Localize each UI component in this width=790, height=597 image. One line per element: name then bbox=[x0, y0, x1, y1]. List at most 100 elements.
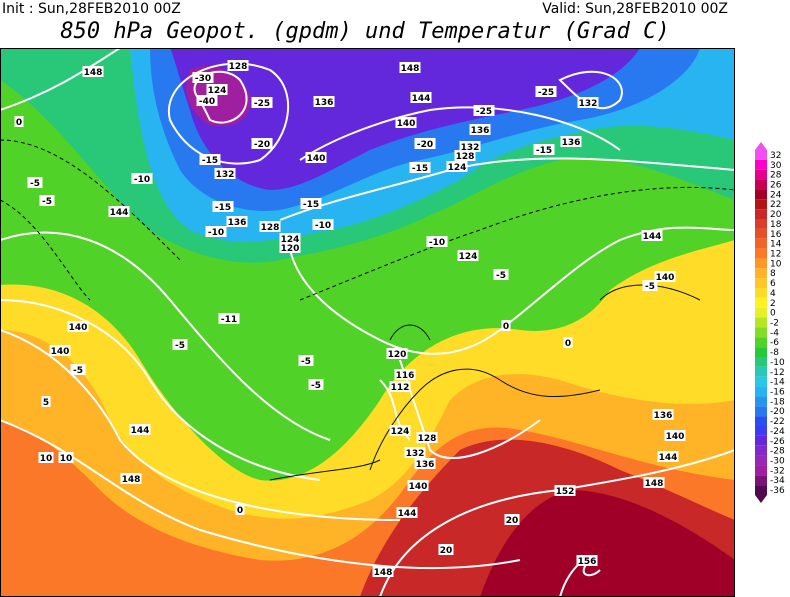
contour-label-box bbox=[554, 485, 576, 496]
contour-label-box bbox=[410, 92, 432, 103]
contour-label-box bbox=[389, 425, 411, 436]
contour-label-box bbox=[395, 117, 417, 128]
contour-label-box bbox=[199, 154, 221, 165]
contour-label-box bbox=[414, 458, 436, 469]
contour-label: -10 bbox=[315, 221, 331, 231]
colorbar-swatch bbox=[755, 337, 767, 348]
colorbar-swatch bbox=[755, 317, 767, 328]
contour-label-box bbox=[641, 230, 663, 241]
contour-label: -15 bbox=[412, 164, 428, 174]
contour-label-box bbox=[404, 447, 426, 458]
colorbar-label: -10 bbox=[770, 358, 785, 368]
contour-label: -15 bbox=[202, 156, 218, 166]
contour-label-box bbox=[577, 97, 599, 108]
contour-label-box bbox=[533, 144, 555, 155]
contour-label: 144 bbox=[131, 426, 150, 436]
colorbar-label: -6 bbox=[770, 338, 779, 348]
colorbar-swatch bbox=[755, 278, 767, 288]
contour-label: 132 bbox=[461, 143, 480, 153]
contour-label: 0 bbox=[16, 118, 22, 128]
colorbar-swatch bbox=[755, 445, 767, 456]
contour-label: -5 bbox=[175, 341, 185, 351]
colorbar-label: -30 bbox=[770, 457, 785, 467]
contour-label-box bbox=[172, 339, 188, 350]
contour-label-box bbox=[279, 233, 301, 244]
contour-label: 136 bbox=[562, 138, 581, 148]
contour-label: -30 bbox=[195, 74, 211, 84]
contour-label-box bbox=[454, 150, 476, 161]
colorbar-swatch bbox=[755, 199, 767, 210]
colorbar-swatch bbox=[755, 475, 767, 486]
contour-label: -5 bbox=[645, 282, 655, 292]
contour-label: 140 bbox=[69, 323, 88, 333]
contour-label-box bbox=[386, 348, 408, 359]
contour-label-box bbox=[27, 177, 43, 188]
colorbar-label: -4 bbox=[770, 328, 779, 338]
contour-label-box bbox=[652, 409, 674, 420]
contour-label-box bbox=[305, 152, 327, 163]
contour-label: 0 bbox=[503, 322, 509, 332]
colorbar: 32302826242220181614121086420-2-4-6-8-10… bbox=[755, 142, 785, 503]
colorbar-label: 26 bbox=[770, 181, 782, 191]
colorbar-swatch bbox=[755, 366, 767, 377]
colorbar-swatch bbox=[755, 248, 767, 259]
contour-label: 120 bbox=[281, 244, 300, 254]
contour-label: 124 bbox=[391, 427, 410, 437]
contour-label: -15 bbox=[536, 146, 552, 156]
contour-label-box bbox=[218, 313, 240, 324]
contour-label: -5 bbox=[42, 197, 52, 207]
contour-label-box bbox=[251, 138, 273, 149]
colorbar-label: -14 bbox=[770, 378, 785, 388]
contour-label-box bbox=[457, 250, 479, 261]
contour-label: 124 bbox=[281, 235, 300, 245]
contour-label: 132 bbox=[579, 99, 598, 109]
colorbar-label: -20 bbox=[770, 407, 785, 417]
colorbar-swatch bbox=[755, 386, 767, 397]
contour-label: 148 bbox=[401, 64, 420, 74]
contour-label: 132 bbox=[406, 449, 425, 459]
contour-label-box bbox=[131, 173, 153, 184]
colorbar-swatch bbox=[755, 268, 767, 279]
contour-label: -15 bbox=[215, 203, 231, 213]
contour-label: 140 bbox=[409, 482, 428, 492]
contour-label: 124 bbox=[208, 86, 227, 96]
contour-label: 144 bbox=[398, 509, 417, 519]
contour-label: -10 bbox=[429, 238, 445, 248]
colorbar-label: -2 bbox=[770, 319, 779, 329]
contour-label-box bbox=[416, 432, 438, 443]
contour-label: 144 bbox=[110, 208, 129, 218]
contour-label-box bbox=[409, 162, 431, 173]
colorbar-label: -24 bbox=[770, 427, 785, 437]
contour-label: 152 bbox=[556, 487, 575, 497]
contour-label-box bbox=[414, 138, 436, 149]
colorbar-label: 2 bbox=[770, 299, 776, 309]
contour-label-box bbox=[70, 364, 86, 375]
contour-label-box bbox=[14, 116, 24, 127]
colorbar-swatch bbox=[755, 347, 767, 357]
contour-label: 10 bbox=[60, 454, 73, 464]
contour-label-box bbox=[446, 161, 468, 172]
colorbar-label: -8 bbox=[770, 348, 779, 358]
contour-label-box bbox=[82, 66, 104, 77]
contour-label-box bbox=[501, 320, 511, 331]
contour-label-box bbox=[389, 381, 411, 392]
colorbar-swatch bbox=[755, 327, 767, 338]
contour-label-box bbox=[399, 62, 421, 73]
contour-label: 136 bbox=[416, 460, 435, 470]
contour-label: -5 bbox=[30, 179, 40, 189]
contour-label-box bbox=[259, 221, 281, 232]
colorbar-top-arrow bbox=[755, 142, 767, 150]
contour-label-box bbox=[654, 271, 676, 282]
map-title: 850 hPa Geopot. (gpdm) und Temperatur (G… bbox=[60, 19, 669, 44]
contour-label-box bbox=[372, 566, 394, 577]
contour-label-box bbox=[226, 216, 248, 227]
contour-label-box bbox=[227, 60, 249, 71]
colorbar-swatch bbox=[755, 288, 767, 298]
colorbar-label: -16 bbox=[770, 388, 785, 398]
colorbar-bottom-arrow bbox=[755, 495, 767, 503]
contour-label-box bbox=[426, 236, 448, 247]
colorbar-label: 22 bbox=[770, 200, 781, 210]
contour-label-box bbox=[49, 345, 71, 356]
